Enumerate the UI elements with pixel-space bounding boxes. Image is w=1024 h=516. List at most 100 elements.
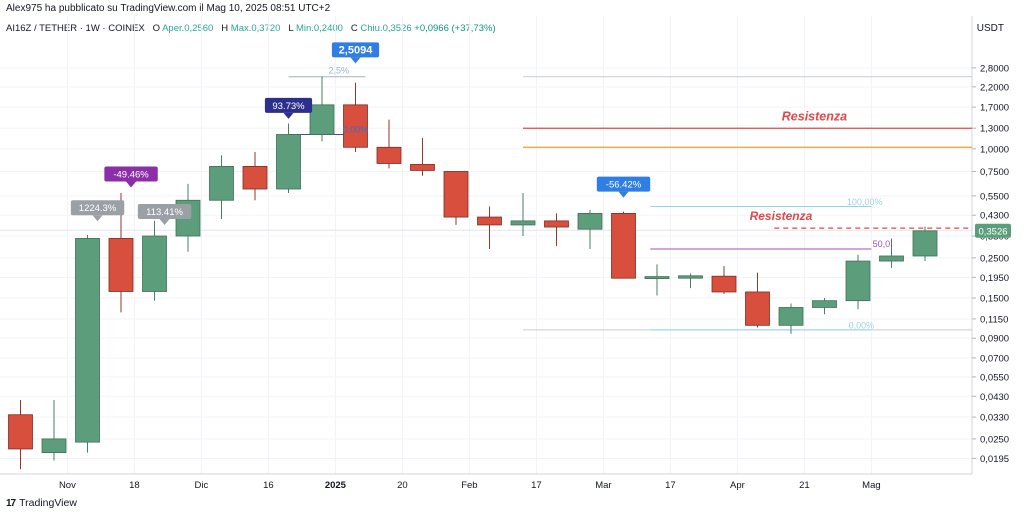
annotation-text: 113.41% xyxy=(146,207,183,218)
annotation-box xyxy=(137,203,192,219)
price-annotation: -56.42% xyxy=(596,176,651,198)
symbol-info-bar: AI16Z / TETHER · 1W · COINEX O Aper.0,25… xyxy=(6,23,496,34)
y-tick-label: 0,7500 xyxy=(980,167,1009,178)
y-tick-label: 0,5500 xyxy=(980,191,1009,202)
y-tick-label: 0,2500 xyxy=(980,253,1009,264)
candle-body xyxy=(644,276,670,280)
candle-body xyxy=(510,220,536,226)
fib-level-label: 100,00% xyxy=(847,197,883,207)
high-value: Max.0,3720 xyxy=(230,23,281,34)
y-tick-label: 0,0430 xyxy=(980,392,1009,403)
candle-body xyxy=(812,300,837,308)
open-value: Aper.0,2560 xyxy=(162,23,214,34)
y-tick-label: 0,0195 xyxy=(980,454,1009,465)
price-annotation: 1224.3% xyxy=(70,200,125,222)
publisher-header: Alex975 ha pubblicato su TradingView.com… xyxy=(6,3,331,14)
candle-body xyxy=(544,220,569,228)
y-tick-label: 0,0250 xyxy=(980,434,1009,445)
resistance-label: Resistenza xyxy=(750,209,813,223)
x-tick-label: Feb xyxy=(461,480,477,491)
currency-label: USDT xyxy=(976,23,1004,34)
y-tick-label: 2,2000 xyxy=(980,82,1009,93)
annotation-text: 2,5094 xyxy=(339,44,374,56)
annotation-box xyxy=(104,166,158,182)
change-value: +0,0966 (+37,73%) xyxy=(414,23,496,34)
candle-body xyxy=(611,212,636,279)
x-tick-label: 16 xyxy=(263,480,274,491)
candle-body xyxy=(912,230,938,257)
x-tick-label: Apr xyxy=(730,480,745,491)
brand-name: TradingView xyxy=(19,497,77,509)
candle-body xyxy=(75,238,100,443)
candle-body xyxy=(711,275,737,293)
candle-body xyxy=(8,414,33,450)
candle-body xyxy=(477,216,502,226)
annotation-text: -49.46% xyxy=(113,170,149,181)
candle-body xyxy=(376,146,402,164)
annotation-pointer xyxy=(350,57,361,64)
x-tick-label: 21 xyxy=(799,480,810,491)
x-tick-label: Dic xyxy=(195,480,209,491)
annotation-text: 1224.3% xyxy=(79,203,117,214)
y-tick-label: 0,4300 xyxy=(980,211,1009,222)
annotation-pointer xyxy=(283,112,294,119)
low-value: Min.0,2400 xyxy=(295,23,343,34)
fib-level-label: 2,5% xyxy=(328,66,349,76)
annotation-box xyxy=(264,97,313,113)
y-tick-label: 0,1150 xyxy=(980,314,1008,325)
y-tick-label: 0,0330 xyxy=(980,413,1009,424)
x-tick-label: 18 xyxy=(129,480,140,491)
price-annotation: 2,5094 xyxy=(331,42,380,64)
current-price-tag xyxy=(975,223,1011,238)
y-tick-label: 1,7000 xyxy=(980,103,1009,114)
price-annotation: 93.73% xyxy=(264,97,313,119)
y-tick-label: 0,1950 xyxy=(980,273,1009,284)
symbol-name[interactable]: AI16Z / TETHER · 1W · COINEX xyxy=(6,23,145,34)
annotation-pointer xyxy=(618,191,629,198)
x-tick-label: 20 xyxy=(397,480,408,491)
fib-level-label: 0,00% xyxy=(849,320,875,330)
tradingview-logo-icon: 17 xyxy=(6,497,16,509)
annotation-text: 93.73% xyxy=(272,101,305,112)
y-tick-label: 0,0700 xyxy=(980,353,1009,364)
x-tick-label: Nov xyxy=(59,480,76,491)
candle-body xyxy=(745,291,770,326)
candle-body xyxy=(142,235,167,292)
fib-level-label: 0,00% xyxy=(343,125,369,135)
annotation-box xyxy=(596,176,651,192)
candle-body xyxy=(276,134,301,190)
y-tick-label: 0,0900 xyxy=(980,334,1009,345)
annotation-text: -56.42% xyxy=(606,180,642,191)
candle-body xyxy=(343,104,368,148)
close-value: Chiu.0,3526 xyxy=(360,23,412,34)
current-price-label: 0,3526 xyxy=(978,226,1007,237)
resistance-label: Resistenza xyxy=(782,110,847,124)
candle-body xyxy=(577,212,603,230)
x-tick-label: 2025 xyxy=(325,480,347,491)
x-tick-label: 17 xyxy=(531,480,542,491)
x-tick-label: Mar xyxy=(595,480,611,491)
candle-body xyxy=(309,104,335,135)
annotation-pointer xyxy=(159,218,170,225)
candle-body xyxy=(41,438,67,454)
y-tick-label: 0,1500 xyxy=(980,294,1009,305)
tradingview-brand[interactable]: 17 TradingView xyxy=(6,497,77,509)
price-annotation: 113.41% xyxy=(137,203,192,225)
candle-body xyxy=(443,171,469,218)
y-tick-label: 1,0000 xyxy=(980,144,1009,155)
annotation-box xyxy=(70,200,125,216)
y-tick-label: 0,0550 xyxy=(980,372,1009,383)
annotation-pointer xyxy=(126,181,137,188)
y-tick-label: 1,3000 xyxy=(980,124,1009,135)
low-label: L xyxy=(288,23,294,34)
annotation-box xyxy=(331,42,380,58)
y-tick-label: 2,8000 xyxy=(980,63,1009,74)
annotation-pointer xyxy=(92,215,103,222)
candle-body xyxy=(778,307,804,326)
x-tick-label: 17 xyxy=(665,480,676,491)
close-label: C xyxy=(350,23,358,34)
candle-body xyxy=(879,255,904,262)
candle-body xyxy=(845,260,871,302)
candle-body xyxy=(242,165,268,190)
